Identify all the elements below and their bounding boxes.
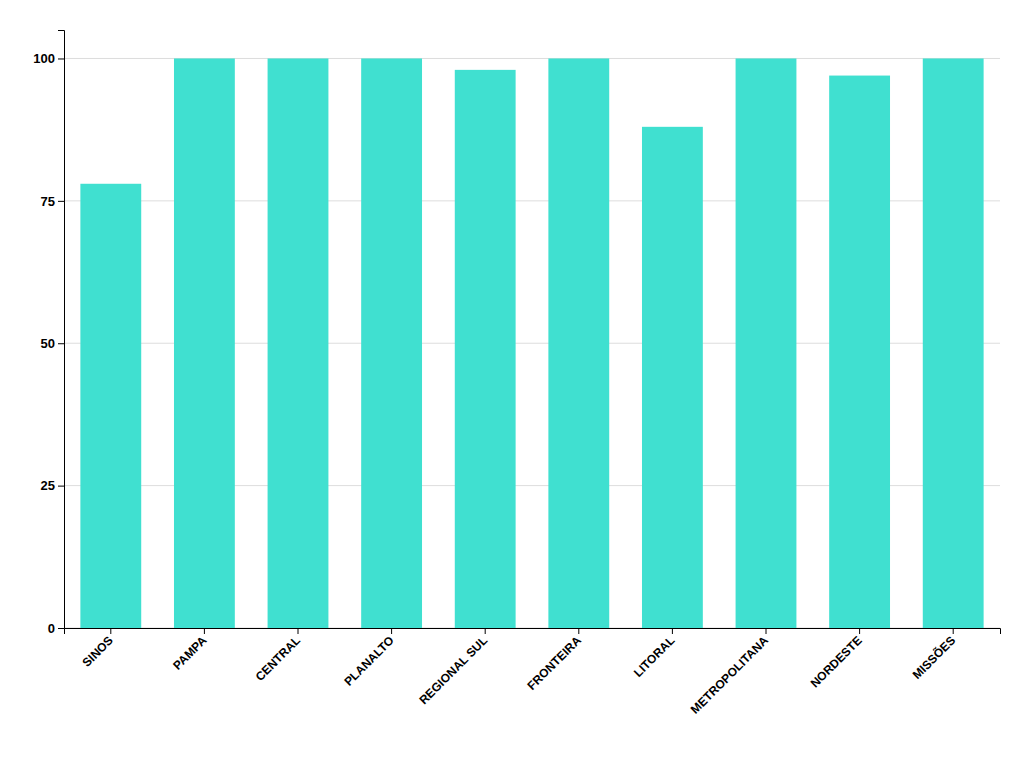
y-axis: 0 25 50 75 100	[33, 31, 64, 636]
x-tick: METROPOLITANA	[688, 628, 772, 717]
x-tick-mark	[953, 628, 954, 634]
bar	[548, 58, 609, 628]
bar	[736, 58, 797, 628]
x-axis: SINOS PAMPA CENTRAL PLANALTO REGIONAL SUL FRO…	[65, 628, 1001, 717]
x-tick-label: NORDESTE	[808, 633, 865, 690]
y-tick-mark	[58, 486, 64, 487]
x-tick-mark	[485, 628, 486, 634]
x-tick-mark	[298, 628, 299, 634]
bar	[174, 58, 235, 628]
x-tick-label: MISSÕES	[909, 633, 958, 682]
x-tick-label: CENTRAL	[253, 633, 303, 683]
x-tick-label: SINOS	[80, 633, 116, 669]
bar	[80, 184, 141, 628]
x-tick: CENTRAL	[253, 628, 303, 684]
x-tick-label: PAMPA	[170, 633, 210, 673]
x-tick-mark	[391, 628, 392, 634]
chart-container: 0 25 50 75 100 SINOS PAMPA CENTRAL PLANALTO REGIO…	[0, 0, 1024, 768]
x-tick-mark	[766, 628, 767, 634]
y-tick-label: 75	[41, 194, 55, 209]
y-tick: 75	[41, 194, 64, 209]
x-axis-line	[65, 629, 1001, 635]
bar	[268, 58, 329, 628]
y-tick-label: 0	[48, 621, 55, 636]
y-axis-line	[58, 31, 65, 629]
x-tick: PAMPA	[170, 628, 210, 673]
x-tick: NORDESTE	[808, 628, 865, 690]
y-tick: 50	[41, 336, 64, 351]
x-tick-mark	[110, 628, 111, 634]
y-tick-label: 100	[33, 51, 55, 66]
x-tick: SINOS	[80, 628, 116, 670]
bar	[642, 127, 703, 628]
bars	[80, 58, 983, 628]
y-tick-mark	[58, 343, 64, 344]
chart-svg: 0 25 50 75 100 SINOS PAMPA CENTRAL PLANALTO REGIO…	[0, 0, 1024, 768]
y-tick-label: 25	[41, 478, 55, 493]
x-tick: MISSÕES	[909, 628, 958, 682]
plot-area: 0 25 50 75 100 SINOS PAMPA CENTRAL PLANALTO REGIO…	[33, 31, 1000, 717]
bar	[361, 58, 422, 628]
x-tick: FRONTEIRA	[524, 628, 584, 693]
x-tick: REGIONAL SUL	[416, 628, 490, 707]
x-tick-label: REGIONAL SUL	[416, 633, 490, 707]
y-tick-mark	[58, 58, 64, 59]
x-tick-label: LITORAL	[631, 633, 678, 680]
bar	[829, 76, 890, 628]
y-tick-mark	[58, 628, 64, 629]
x-tick-mark	[859, 628, 860, 634]
bar	[455, 70, 516, 628]
x-tick-label: METROPOLITANA	[688, 633, 772, 717]
x-tick-mark	[204, 628, 205, 634]
y-tick: 25	[41, 478, 64, 493]
y-tick: 0	[48, 621, 64, 636]
bar	[923, 58, 984, 628]
x-tick-mark	[672, 628, 673, 634]
x-tick-label: FRONTEIRA	[524, 633, 584, 693]
y-tick: 100	[33, 51, 64, 66]
y-tick-label: 50	[41, 336, 55, 351]
x-tick: LITORAL	[631, 628, 678, 680]
x-tick-mark	[578, 628, 579, 634]
grid	[64, 58, 1000, 628]
x-tick: PLANALTO	[341, 628, 396, 689]
x-tick-label: PLANALTO	[341, 633, 396, 688]
y-tick-mark	[58, 201, 64, 202]
